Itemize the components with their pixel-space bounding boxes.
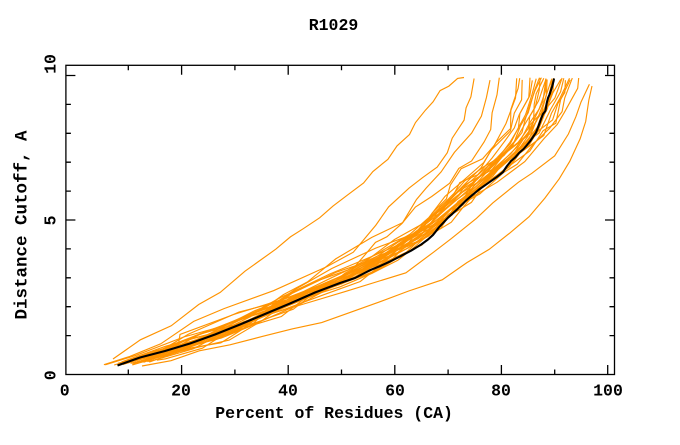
svg-text:R1029: R1029 — [309, 16, 359, 35]
svg-text:0: 0 — [41, 370, 60, 380]
svg-text:60: 60 — [385, 381, 405, 400]
svg-text:40: 40 — [278, 381, 298, 400]
svg-text:0: 0 — [60, 381, 70, 400]
svg-text:10: 10 — [41, 54, 60, 74]
svg-text:Percent of Residues (CA): Percent of Residues (CA) — [215, 404, 453, 423]
svg-text:Distance Cutoff, A: Distance Cutoff, A — [13, 130, 33, 320]
svg-text:100: 100 — [593, 381, 623, 400]
svg-text:5: 5 — [41, 215, 60, 225]
svg-text:80: 80 — [491, 381, 511, 400]
svg-text:20: 20 — [171, 381, 191, 400]
